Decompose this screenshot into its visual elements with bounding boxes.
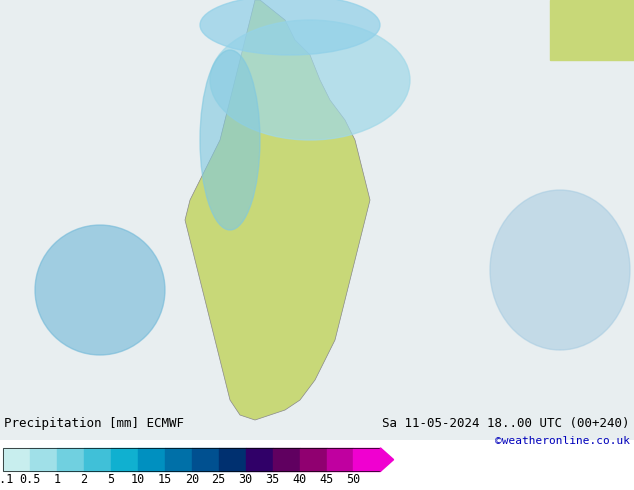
Bar xyxy=(3,448,30,471)
Bar xyxy=(327,448,354,471)
Polygon shape xyxy=(185,0,370,420)
Ellipse shape xyxy=(490,190,630,350)
Text: 0.5: 0.5 xyxy=(20,473,41,486)
Text: 20: 20 xyxy=(184,473,199,486)
Bar xyxy=(30,448,57,471)
Text: 5: 5 xyxy=(107,473,115,486)
Bar xyxy=(353,448,380,471)
Bar xyxy=(191,448,219,471)
Ellipse shape xyxy=(200,0,380,55)
Bar xyxy=(273,448,299,471)
Text: 25: 25 xyxy=(212,473,226,486)
Text: 50: 50 xyxy=(346,473,361,486)
Bar xyxy=(299,448,327,471)
Text: Precipitation [mm] ECMWF: Precipitation [mm] ECMWF xyxy=(4,417,184,430)
Bar xyxy=(165,448,191,471)
Ellipse shape xyxy=(35,225,165,355)
Text: 0.1: 0.1 xyxy=(0,473,14,486)
Ellipse shape xyxy=(200,50,260,230)
Text: 30: 30 xyxy=(238,473,253,486)
Bar xyxy=(138,448,165,471)
Text: 40: 40 xyxy=(292,473,307,486)
Bar xyxy=(84,448,111,471)
Bar xyxy=(550,0,634,60)
Bar xyxy=(219,448,245,471)
Ellipse shape xyxy=(210,20,410,140)
Text: 10: 10 xyxy=(131,473,145,486)
Bar xyxy=(57,448,84,471)
Text: Sa 11-05-2024 18..00 UTC (00+240): Sa 11-05-2024 18..00 UTC (00+240) xyxy=(382,417,630,430)
Text: 2: 2 xyxy=(81,473,87,486)
Text: ©weatheronline.co.uk: ©weatheronline.co.uk xyxy=(495,436,630,446)
FancyArrow shape xyxy=(380,448,394,471)
Text: 15: 15 xyxy=(158,473,172,486)
Bar xyxy=(111,448,138,471)
Text: 1: 1 xyxy=(53,473,61,486)
Text: 45: 45 xyxy=(320,473,333,486)
Text: 35: 35 xyxy=(266,473,280,486)
Bar xyxy=(245,448,273,471)
